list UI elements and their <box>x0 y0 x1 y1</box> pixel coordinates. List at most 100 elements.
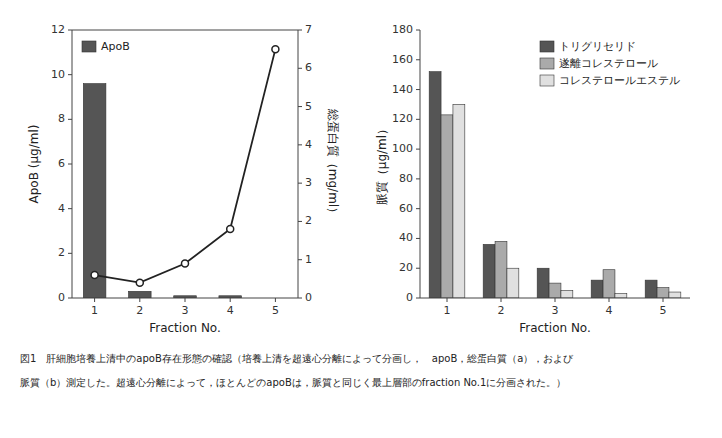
marker <box>272 46 279 53</box>
marker <box>227 226 234 233</box>
y-tick <box>68 208 72 209</box>
y-tick <box>416 178 420 179</box>
marker <box>182 260 189 267</box>
x-axis-label: Fraction No. <box>519 321 591 335</box>
y-tick-label: 2 <box>58 246 65 259</box>
y2-tick <box>298 30 302 31</box>
x-tick <box>609 298 610 302</box>
y-tick <box>68 253 72 254</box>
bar <box>429 72 441 298</box>
y2-tick <box>298 68 302 69</box>
x-tick-label: 3 <box>552 304 559 317</box>
chart-root: 0246810120123456712345Fraction No.ApoB (… <box>0 0 722 438</box>
x-tick <box>94 298 95 302</box>
y2-tick-label: 3 <box>305 176 312 189</box>
y-tick-label: 100 <box>392 142 413 155</box>
plot-area <box>83 46 279 298</box>
y-tick <box>68 164 72 165</box>
x-tick-label: 5 <box>272 304 279 317</box>
y-axis-label: ApoB (μg/ml) <box>27 125 41 204</box>
y2-tick <box>298 221 302 222</box>
x-tick <box>555 298 556 302</box>
bar <box>645 280 657 298</box>
x-tick <box>139 298 140 302</box>
y-tick-label: 60 <box>399 202 413 215</box>
y-tick-label: 40 <box>399 231 413 244</box>
x-tick-label: 2 <box>498 304 505 317</box>
y-tick-label: 0 <box>406 291 413 304</box>
x-tick-label: 4 <box>606 304 613 317</box>
bar <box>507 268 519 298</box>
bar <box>603 270 615 298</box>
y2-tick <box>298 298 302 299</box>
legend-background <box>76 34 136 59</box>
y2-tick <box>298 259 302 260</box>
bar <box>537 268 549 298</box>
legend-background <box>534 34 686 93</box>
y-tick <box>416 268 420 269</box>
bar <box>129 291 152 298</box>
caption-line: 脈質（b）測定した。超遠心分離によって，ほとんどのapoBは，脈質と同じく最上層… <box>20 377 566 388</box>
legend-label: コレステロールエステル <box>559 74 680 87</box>
y2-tick-label: 7 <box>305 23 312 36</box>
x-tick-label: 3 <box>182 304 189 317</box>
x-tick-label: 2 <box>136 304 143 317</box>
y2-tick <box>298 106 302 107</box>
y2-tick-label: 0 <box>305 291 312 304</box>
y-axis-label: 脈質（μg/ml） <box>375 123 389 205</box>
y-tick <box>68 30 72 31</box>
y2-tick-label: 6 <box>305 61 312 74</box>
x-tick-label: 1 <box>91 304 98 317</box>
y2-tick <box>298 183 302 184</box>
y-tick <box>416 238 420 239</box>
y-tick <box>416 59 420 60</box>
y-tick <box>416 149 420 150</box>
y2-tick-label: 4 <box>305 138 312 151</box>
x-tick <box>275 298 276 302</box>
legend: トリグリセリド遂離コレステロールコレステロールエステル <box>534 34 686 93</box>
x-tick-label: 5 <box>660 304 667 317</box>
y-tick <box>68 119 72 120</box>
y2-tick-label: 2 <box>305 214 312 227</box>
y-tick-label: 180 <box>392 23 413 36</box>
legend-label: ApoB <box>101 40 130 53</box>
x-tick-label: 1 <box>444 304 451 317</box>
y-tick <box>68 298 72 299</box>
marker <box>91 272 98 279</box>
bar <box>669 292 681 298</box>
y-tick <box>416 119 420 120</box>
legend-swatch <box>540 58 554 69</box>
y-tick-label: 160 <box>392 53 413 66</box>
y-axis-line <box>420 30 421 298</box>
bar <box>483 244 495 298</box>
bar <box>453 104 465 298</box>
caption: 図1 肝細胞培養上清中のapoB存在形態の確認（培養上清を超遠心分離によって分画… <box>20 353 574 388</box>
bar <box>549 283 561 298</box>
bar <box>495 241 507 298</box>
x-tick <box>663 298 664 302</box>
chart: 02040608010012014016018012345Fraction No… <box>375 23 691 335</box>
y-tick-label: 0 <box>58 291 65 304</box>
legend-label: 遂離コレステロール <box>559 57 658 70</box>
x-tick <box>501 298 502 302</box>
legend-label: トリグリセリド <box>559 40 636 53</box>
bar <box>615 294 627 298</box>
x-tick <box>185 298 186 302</box>
line <box>95 49 276 283</box>
bar <box>657 288 669 298</box>
bar <box>591 280 603 298</box>
x-tick <box>447 298 448 302</box>
y-tick-label: 80 <box>399 172 413 185</box>
top-frame-line <box>72 30 298 31</box>
y2-tick-label: 5 <box>305 100 312 113</box>
legend-swatch <box>540 75 554 86</box>
plot-area <box>429 72 681 298</box>
y-tick <box>416 30 420 31</box>
bar <box>561 291 573 298</box>
x-tick <box>230 298 231 302</box>
y2-tick-label: 1 <box>305 253 312 266</box>
y2-axis-label: 総蛋白質（mg/ml） <box>326 108 340 219</box>
y-tick-label: 4 <box>58 202 65 215</box>
legend-swatch <box>82 41 96 52</box>
x-axis-label: Fraction No. <box>149 321 221 335</box>
